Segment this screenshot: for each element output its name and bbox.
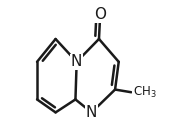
- Text: N: N: [71, 54, 82, 69]
- Text: O: O: [94, 7, 106, 22]
- Text: CH$_3$: CH$_3$: [133, 85, 156, 100]
- Text: N: N: [86, 105, 97, 120]
